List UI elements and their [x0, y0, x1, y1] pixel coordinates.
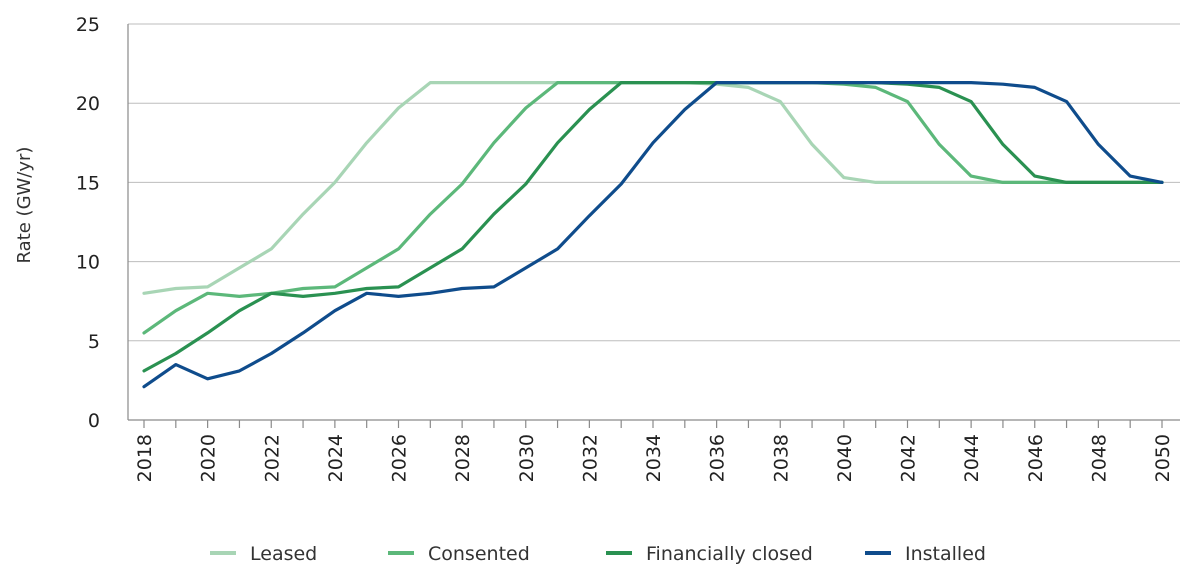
x-tick-label: 2036 [707, 434, 729, 482]
x-tick-label: 2024 [325, 434, 347, 482]
legend-label-leased: Leased [250, 543, 317, 565]
y-tick-labels: 0 5 10 15 20 25 [76, 14, 100, 432]
x-tick-label: 2026 [389, 434, 411, 482]
x-tick-label: 2050 [1152, 434, 1174, 482]
y-tick-label: 20 [76, 93, 100, 115]
x-tick-label: 2022 [261, 434, 283, 482]
x-tick-label: 2030 [516, 434, 538, 482]
y-axis-label: Rate (GW/yr) [14, 147, 35, 264]
x-tick-label: 2038 [770, 434, 792, 482]
x-tick-label: 2032 [579, 434, 601, 482]
x-tick-label: 2044 [961, 434, 983, 482]
y-tick-label: 0 [88, 410, 100, 432]
y-tick-label: 15 [76, 172, 100, 194]
x-tick-label: 2040 [834, 434, 856, 482]
x-tick-label: 2028 [452, 434, 474, 482]
gridlines [128, 23, 1180, 342]
series-line-financially-closed [142, 80, 1164, 373]
x-tick-label: 2018 [134, 434, 156, 482]
axes [127, 24, 1180, 428]
x-tick-label: 2046 [1025, 434, 1047, 482]
y-tick-label: 5 [88, 331, 100, 353]
x-tick-label: 2034 [643, 434, 665, 482]
legend: Leased Consented Financially closed Install… [210, 543, 986, 565]
x-tick-label: 2020 [198, 434, 220, 482]
x-tick-labels: 2018 2020 2022 2024 2026 2028 2030 2032 2034 2036… [134, 434, 1174, 482]
x-tick-label: 2048 [1088, 434, 1110, 482]
y-tick-label: 25 [76, 14, 100, 36]
y-tick-label: 10 [76, 252, 100, 274]
legend-label-financially-closed: Financially closed [646, 543, 813, 565]
x-tick-label: 2042 [898, 434, 920, 482]
series-lines [142, 80, 1164, 389]
series-line-installed [142, 80, 1164, 389]
legend-label-installed: Installed [905, 543, 986, 565]
legend-label-consented: Consented [428, 543, 530, 565]
